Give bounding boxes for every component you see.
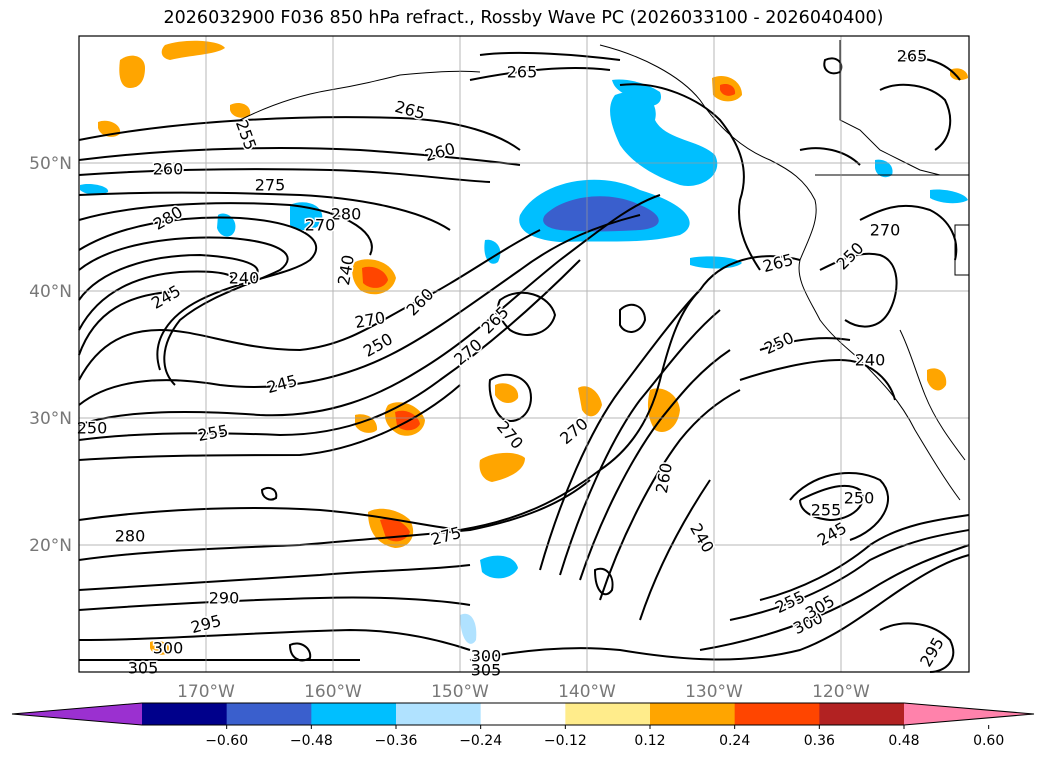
contour-lines	[78, 51, 970, 673]
map-title: 2026032900 F036 850 hPa refract., Rossby…	[163, 8, 884, 28]
contour-label: 305	[471, 661, 502, 680]
colorbar-tick-label: 0.36	[804, 733, 835, 749]
colorbar-tick-label: −0.12	[544, 733, 587, 749]
contour-label: 280	[115, 527, 146, 546]
lat-label-50: 50°N	[29, 154, 72, 174]
colorbar-segment	[311, 703, 397, 725]
lon-label-120: 120°W	[812, 682, 870, 702]
colorbar-tick-label: 0.48	[888, 733, 919, 749]
lat-label-40: 40°N	[29, 282, 72, 302]
colorbar-outline	[11, 702, 1035, 726]
lat-axis-labels: 50°N 40°N 30°N 20°N	[29, 154, 72, 556]
plot-frame	[78, 35, 970, 673]
colorbar-extend-low	[12, 703, 142, 725]
colorbar-segment	[734, 703, 820, 725]
contour-label: 300	[153, 639, 184, 658]
lon-label-130: 130°W	[685, 682, 743, 702]
contour-label: 290	[209, 589, 240, 608]
contour-label: 250	[844, 489, 875, 508]
lon-label-170: 170°W	[177, 682, 235, 702]
colorbar-segment	[396, 703, 482, 725]
colorbar-tick-label: 0.24	[719, 733, 750, 749]
colorbar-segment	[819, 703, 905, 725]
colorbar-tick-label: 0.12	[634, 733, 665, 749]
contour-label: 265	[507, 63, 538, 82]
colorbar-tick-label: −0.48	[290, 733, 333, 749]
colorbar-extend-high	[904, 703, 1034, 725]
colorbar-tick-label: 0.60	[973, 733, 1004, 749]
contour-label: 240	[229, 269, 260, 288]
grid-lines	[79, 36, 969, 672]
colorbar-segment	[480, 703, 566, 725]
colorbar-segment	[565, 703, 651, 725]
contour-label: 250	[77, 419, 108, 438]
colorbar-tick-label: −0.36	[375, 733, 418, 749]
contour-label: 300	[471, 647, 502, 666]
contour-label: 275	[255, 176, 286, 195]
contour-label: 270	[870, 221, 901, 240]
lon-label-150: 150°W	[431, 682, 489, 702]
lat-label-20: 20°N	[29, 536, 72, 556]
lat-label-30: 30°N	[29, 409, 72, 429]
colorbar-tick-label: −0.24	[459, 733, 502, 749]
lon-label-140: 140°W	[558, 682, 616, 702]
contour-label: 240	[855, 351, 886, 370]
shaded-anomalies	[80, 40, 968, 655]
contour-label: 305	[128, 659, 159, 678]
colorbar-segment	[142, 703, 228, 725]
contour-label: 270	[305, 216, 336, 235]
colorbar-segment	[226, 703, 312, 725]
colorbar-tick-label: −0.60	[205, 733, 248, 749]
colorbar-segment	[650, 703, 736, 725]
contour-label: 265	[897, 47, 928, 66]
colorbar: −0.60 −0.48 −0.36 −0.24 −0.12 0.12 0.24 0.36 0.4…	[11, 702, 1035, 749]
lon-label-160: 160°W	[304, 682, 362, 702]
lon-axis-labels: 170°W 160°W 150°W 140°W 130°W 120°W	[177, 682, 870, 702]
contour-label: 260	[153, 160, 184, 179]
contour-label: 280	[331, 205, 362, 224]
contour-label: 255	[811, 501, 842, 520]
